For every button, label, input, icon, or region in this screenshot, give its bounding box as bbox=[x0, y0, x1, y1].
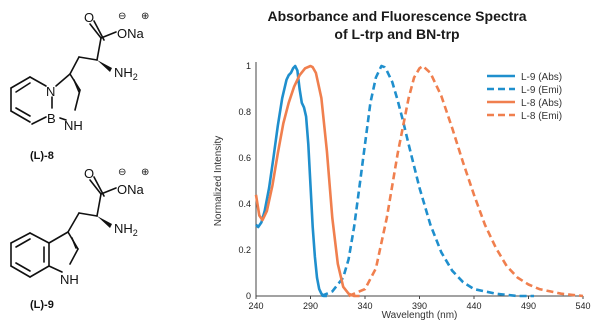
y-tick-label: 0.4 bbox=[238, 199, 251, 209]
l8-carbonyl-oxygen: O bbox=[84, 10, 94, 25]
y-tick-label: 0.6 bbox=[238, 153, 251, 163]
l9-amine: NH2 bbox=[114, 221, 138, 238]
x-tick-label: 240 bbox=[248, 301, 263, 311]
l8-carboxylate: ONa bbox=[117, 26, 145, 41]
l9-carboxylate: ONa bbox=[117, 182, 145, 197]
l9-plus-charge: ⊕ bbox=[141, 167, 149, 178]
chart-subtitle: of L-trp and BN-trp bbox=[334, 26, 459, 42]
l8-minus-charge: ⊖ bbox=[118, 11, 126, 22]
y-tick-label: 0.8 bbox=[238, 107, 251, 117]
x-tick-label: 540 bbox=[575, 301, 590, 311]
l8-label: (L)-8 bbox=[30, 150, 54, 162]
x-tick-label: 440 bbox=[466, 301, 481, 311]
y-tick-label: 0.2 bbox=[238, 245, 251, 255]
plot-axes: 0 0.2 0.4 0.6 0.8 1 240 290 340 390 440 490 540 bbox=[238, 61, 590, 311]
l9-indole-nh: NH bbox=[60, 272, 79, 287]
l8-amine: NH2 bbox=[114, 65, 138, 82]
l9-carbonyl-oxygen: O bbox=[84, 166, 94, 181]
chart-title: Absorbance and Fluorescence Spectra bbox=[267, 8, 526, 24]
series-line-0 bbox=[255, 64, 327, 298]
molecule-l9: O ONa ⊖ ⊕ NH2 NH (L)-9 bbox=[10, 166, 149, 311]
y-axis-label: Normalized Intensity bbox=[213, 136, 224, 227]
chart-legend: L-9 (Abs) L-9 (Emi) L-8 (Abs) L-8 (Emi) bbox=[487, 72, 562, 122]
legend-label-2: L-8 (Abs) bbox=[521, 98, 562, 109]
x-tick-label: 390 bbox=[412, 301, 427, 311]
series-line-1 bbox=[320, 64, 534, 298]
series-line-3 bbox=[348, 64, 584, 298]
l8-plus-charge: ⊕ bbox=[141, 11, 149, 22]
l9-minus-charge: ⊖ bbox=[118, 167, 126, 178]
l8-ring-nitrogen: N bbox=[46, 84, 55, 99]
x-tick-label: 340 bbox=[357, 301, 372, 311]
y-tick-label: 1 bbox=[246, 61, 251, 71]
l8-boron: B bbox=[47, 111, 56, 126]
series-line-2 bbox=[254, 64, 360, 298]
spectra-chart: Absorbance and Fluorescence Spectra of L… bbox=[213, 8, 591, 321]
legend-label-1: L-9 (Emi) bbox=[521, 85, 562, 96]
plot-series bbox=[254, 64, 584, 298]
l9-label: (L)-9 bbox=[30, 299, 54, 311]
legend-label-3: L-8 (Emi) bbox=[521, 111, 562, 122]
x-tick-label: 490 bbox=[521, 301, 536, 311]
x-tick-label: 290 bbox=[303, 301, 318, 311]
legend-label-0: L-9 (Abs) bbox=[521, 72, 562, 83]
molecule-l8: O ONa ⊖ ⊕ NH2 N B NH (L)-8 bbox=[10, 10, 149, 162]
x-axis-label: Wavelength (nm) bbox=[382, 310, 458, 321]
l8-ring-nh: NH bbox=[64, 118, 83, 133]
y-tick-label: 0 bbox=[246, 291, 251, 301]
